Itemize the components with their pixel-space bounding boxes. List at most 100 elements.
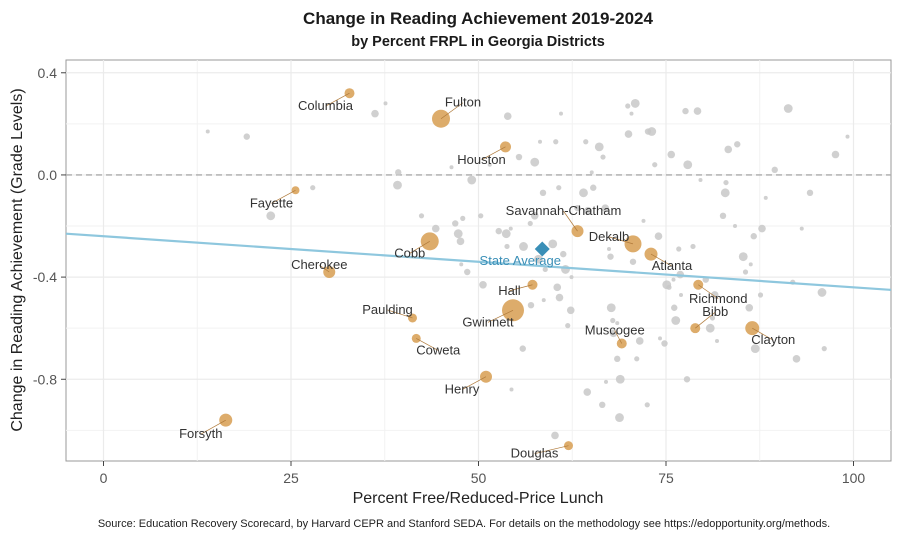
x-tick-label: 100 (842, 470, 866, 486)
district-label-douglas: Douglas (511, 446, 559, 461)
district-label-muscogee: Muscogee (585, 323, 645, 338)
other-district-point (453, 229, 463, 239)
label-leader (563, 210, 578, 232)
other-district-point (709, 315, 716, 321)
other-district-point (676, 246, 682, 252)
grid-lines (66, 60, 891, 461)
label-leader (271, 189, 296, 204)
district-label-columbia: Columbia (298, 98, 354, 113)
other-district-point (548, 239, 558, 249)
other-district-point (589, 170, 594, 175)
other-district-point (205, 129, 210, 134)
other-district-point (734, 141, 741, 148)
other-district-point (418, 213, 425, 219)
label-leader (319, 264, 330, 273)
other-district-point (560, 250, 567, 258)
district-label-atlanta: Atlanta (652, 258, 693, 273)
other-district-point (449, 165, 454, 170)
other-district-point (590, 184, 597, 191)
other-district-point (671, 277, 676, 282)
district-label-henry: Henry (445, 382, 480, 397)
district-label-dekalb: Dekalb (589, 229, 629, 244)
other-district-point (750, 344, 760, 354)
trend-line (65, 232, 892, 291)
other-district-point (658, 336, 662, 341)
district-label-fayette: Fayette (250, 195, 293, 210)
other-district-point (641, 218, 646, 223)
other-district-point (629, 111, 634, 116)
other-district-point (495, 227, 502, 235)
other-district-point (817, 288, 827, 297)
label-leader (534, 445, 569, 455)
other-district-point (600, 154, 606, 160)
other-district-point (723, 179, 729, 186)
other-district-point (615, 374, 625, 384)
x-tick-label: 0 (100, 470, 108, 486)
district-label-forsyth: Forsyth (179, 426, 222, 441)
other-district-point (459, 262, 464, 267)
other-district-point (821, 346, 827, 352)
other-district-point (758, 224, 766, 233)
other-district-point (501, 229, 511, 239)
source-note: Source: Education Recovery Scorecard, by… (98, 518, 830, 530)
other-district-point (733, 224, 737, 229)
other-district-point (574, 204, 581, 212)
y-tick-label: 0.4 (38, 65, 58, 81)
other-district-point (806, 189, 814, 197)
other-district-point (555, 293, 564, 302)
other-district-point (644, 402, 650, 408)
other-district-point (599, 401, 606, 409)
other-district-point (541, 298, 546, 303)
other-district-point (615, 321, 620, 326)
district-label-savannah-chatham: Savannah-Chatham (506, 203, 622, 218)
other-district-point (395, 169, 402, 176)
other-district-point (666, 284, 672, 290)
other-district-point (831, 150, 840, 159)
other-district-point (467, 175, 477, 185)
label-leader (695, 311, 716, 329)
district-labels: Columbia Fulton Houston Fayette Savannah-Cha… (179, 92, 795, 461)
other-district-point (527, 301, 535, 309)
other-district-point (845, 134, 850, 139)
other-district-point (556, 185, 562, 191)
other-district-point (720, 188, 730, 198)
other-district-point (667, 150, 676, 159)
x-tick-label: 25 (283, 470, 299, 486)
district-label-cobb: Cobb (394, 245, 425, 260)
other-district-point (629, 258, 637, 265)
district-label-fulton: Fulton (445, 95, 481, 110)
other-district-point (635, 337, 644, 345)
other-district-point (508, 226, 513, 231)
other-district-point (479, 280, 487, 289)
other-district-point (783, 104, 793, 113)
district-label-bibb: Bibb (702, 304, 728, 319)
x-axis-title: Percent Free/Reduced-Price Lunch (353, 490, 604, 507)
other-district-point (614, 355, 621, 363)
label-leader (614, 330, 623, 344)
label-leader (650, 253, 673, 267)
other-district-point (799, 226, 804, 231)
label-leader (752, 327, 774, 341)
regression-line (65, 232, 892, 291)
other-district-point (715, 338, 719, 343)
other-district-point (452, 220, 459, 227)
other-district-point (647, 127, 657, 136)
other-district-point (579, 188, 588, 198)
label-leader (387, 309, 413, 319)
other-district-point (683, 160, 693, 170)
other-district-point (625, 103, 631, 109)
district-label-cherokee: Cherokee (291, 257, 347, 272)
other-district-point (750, 233, 757, 240)
other-district-point (478, 213, 484, 219)
other-district-point (527, 220, 533, 227)
label-leader (325, 92, 350, 107)
other-district-point (561, 265, 570, 274)
other-district-point (763, 195, 768, 200)
label-leader (200, 419, 226, 435)
other-district-point (456, 237, 465, 246)
label-leader (416, 338, 439, 351)
other-district-point (243, 133, 250, 140)
state-average-marker (534, 241, 550, 257)
other-district-point (661, 340, 668, 347)
